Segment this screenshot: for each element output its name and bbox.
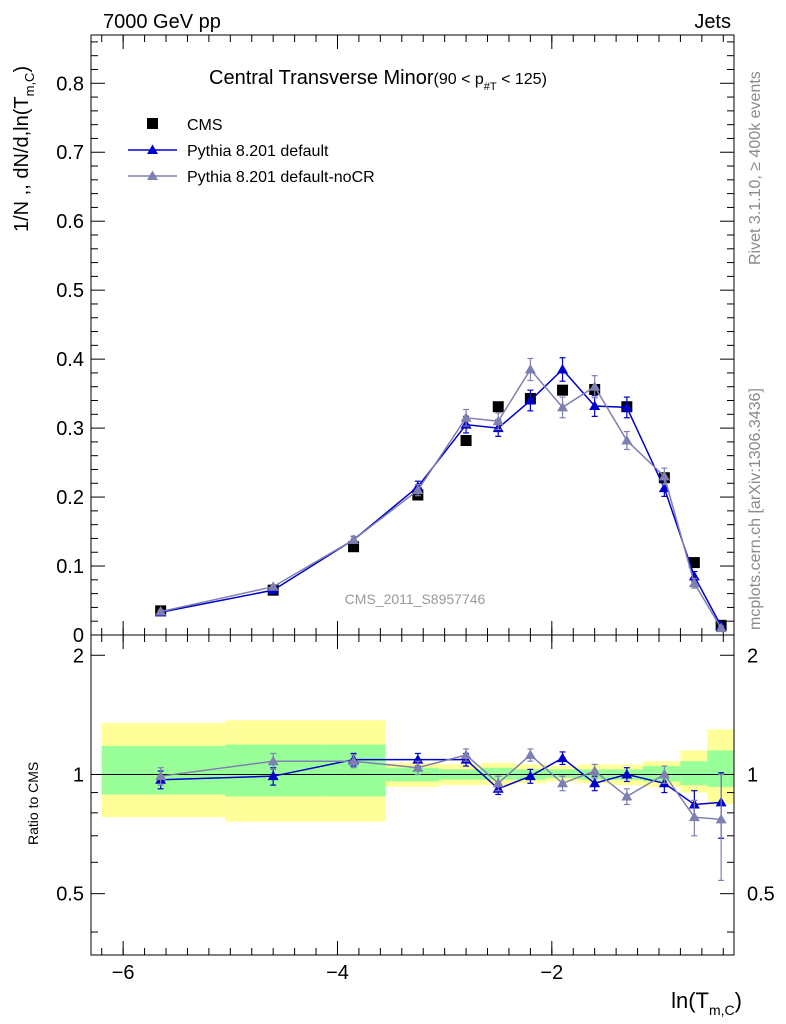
- ratio-pythia-nocr-point: [621, 790, 633, 801]
- ratio-pythia-nocr-point: [412, 762, 424, 772]
- main-y-tick-label: 0.7: [56, 142, 84, 164]
- ratio-band-inner: [546, 769, 579, 778]
- x-tick-label: −4: [326, 962, 349, 984]
- chart-title: Central Transverse Minor(90 < p#T < 125): [209, 67, 547, 93]
- pythia-default-point: [621, 401, 633, 412]
- y-axis-label: 1/N ,, dN/d,ln(Tm,C): [11, 66, 37, 232]
- main-y-tick-label: 0: [73, 625, 84, 647]
- pythia-nocr-point: [155, 606, 167, 616]
- legend-pythia-nocr-marker: [147, 170, 158, 180]
- x-axis-label-main: ln(T: [671, 988, 709, 1013]
- main-y-tick-label: 0.6: [56, 211, 84, 233]
- ratio-pythia-nocr-point: [348, 755, 360, 766]
- ratio-pythia-nocr-point: [557, 777, 569, 788]
- pythia-default-point: [524, 395, 536, 405]
- x-axis-label-sub: m,C: [709, 1002, 735, 1018]
- x-axis-label: ln(Tm,C): [671, 988, 742, 1018]
- ratio-pythia-default-point: [524, 770, 536, 781]
- ratio-y-tick-label-right: 1: [747, 764, 758, 786]
- ratio-pythia-nocr-point: [155, 770, 167, 781]
- pythia-nocr-point: [348, 534, 360, 544]
- ratio-band-inner: [321, 744, 386, 797]
- ratio-y-tick-label-right: 0.5: [747, 884, 775, 906]
- main-y-tick-label: 0.8: [56, 73, 84, 95]
- ratio-panel: 0.5 0.5 1 1 2 2 −6 −4 −2 Ratio to CMS ln(Tm,C): [25, 634, 775, 1018]
- ratio-band-inner: [680, 761, 708, 786]
- ratio-y-tick-label: 1: [73, 764, 84, 786]
- pythia-default-line: [160, 368, 722, 627]
- main-y-tick-label: 0.1: [56, 556, 84, 578]
- ratio-pythia-nocr-point: [524, 749, 536, 759]
- ratio-pythia-nocr-point: [589, 765, 601, 776]
- legend: CMS Pythia 8.201 default Pythia 8.201 de…: [128, 117, 375, 186]
- pythia-nocr-point: [557, 401, 569, 412]
- legend-pythia-default-marker: [147, 144, 158, 154]
- ratio-pythia-nocr-point: [460, 749, 472, 759]
- pythia-default-point: [557, 363, 569, 374]
- pythia-nocr-point: [658, 470, 670, 481]
- ratio-pythia-nocr-point: [267, 755, 279, 766]
- pythia-nocr-point: [621, 435, 633, 445]
- pythia-nocr-point: [267, 581, 279, 591]
- cms-data-point: [492, 401, 504, 413]
- ratio-plot-frame: [90, 634, 735, 956]
- cms-data-point: [348, 541, 360, 553]
- beam-energy-label: 7000 GeV pp: [103, 11, 221, 33]
- rivet-version-label: Rivet 3.1.10, ≥ 400k events: [747, 71, 764, 265]
- distribution-panel: CMS_2011_S8957746 Central Transverse Min…: [11, 34, 735, 647]
- legend-cms-label: CMS: [187, 117, 223, 134]
- ratio-pythia-default-point: [621, 768, 633, 779]
- ratio-axis-label: Ratio to CMS: [25, 762, 41, 845]
- legend-cms-marker: [147, 118, 158, 129]
- chart-title-range-end: < 125): [497, 71, 547, 88]
- x-axis-label-end: ): [735, 988, 742, 1013]
- ratio-y-tick-label: 0.5: [56, 884, 84, 906]
- pythia-nocr-line: [160, 368, 722, 629]
- ratio-pythia-default-point: [557, 752, 569, 763]
- pythia-default-point: [589, 400, 601, 411]
- chart-title-range-sub: #T: [484, 81, 497, 93]
- main-y-tick-label: 0.4: [56, 349, 84, 371]
- main-y-tick-label: 0.3: [56, 418, 84, 440]
- pythia-nocr-point: [688, 577, 700, 588]
- ratio-band-inner: [482, 767, 515, 780]
- y-axis-label-main: 1/N ,, dN/d,ln(T: [11, 96, 33, 232]
- ratio-y-tick-label-right: 2: [747, 645, 758, 667]
- pythia-nocr-point: [589, 381, 601, 391]
- pythia-nocr-point: [460, 412, 472, 422]
- y-axis-label-end: ): [11, 66, 33, 73]
- cms-data-point: [688, 557, 700, 569]
- watermark-analysis-id: CMS_2011_S8957746: [345, 591, 486, 607]
- process-label: Jets: [694, 11, 731, 33]
- main-y-tick-label: 0.2: [56, 487, 84, 509]
- legend-pythia-nocr-label: Pythia 8.201 default-noCR: [187, 169, 375, 186]
- ratio-pythia-nocr-point: [715, 813, 727, 824]
- ratio-pythia-default-point: [267, 770, 279, 781]
- pythia-nocr-point: [492, 415, 504, 426]
- y-axis-label-sub: m,C: [22, 73, 37, 97]
- ratio-pythia-nocr-point: [688, 811, 700, 822]
- pythia-nocr-point: [412, 484, 424, 495]
- chart-title-range: (90 < p: [434, 71, 484, 88]
- pythia-nocr-point: [524, 363, 536, 374]
- cms-data-point: [557, 384, 569, 396]
- ratio-pythia-default-point: [589, 777, 601, 788]
- pythia-default-point: [658, 482, 670, 493]
- ratio-pythia-nocr-point: [492, 777, 504, 788]
- chart-title-main: Central Transverse Minor: [209, 67, 434, 89]
- pythia-nocr-point: [715, 622, 727, 633]
- x-tick-label: −6: [112, 962, 135, 984]
- x-tick-label: −2: [540, 962, 563, 984]
- ratio-pythia-nocr-point: [658, 768, 670, 779]
- main-y-tick-label: 0.5: [56, 280, 84, 302]
- legend-pythia-default-label: Pythia 8.201 default: [187, 143, 329, 160]
- ratio-y-tick-label: 2: [73, 645, 84, 667]
- mcplots-reference-label: mcplots.cern.ch [arXiv:1306.3436]: [747, 388, 764, 630]
- cms-data-point: [460, 435, 472, 447]
